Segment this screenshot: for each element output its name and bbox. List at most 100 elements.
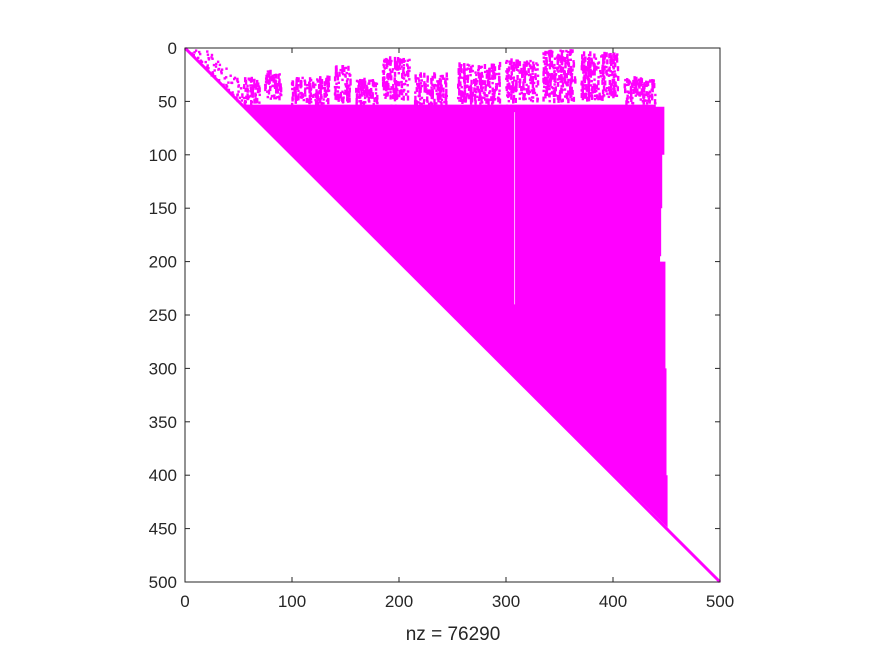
nonzero-point (393, 96, 397, 102)
nonzero-point (300, 93, 303, 99)
nonzero-point (345, 71, 348, 75)
nonzero-point (396, 57, 400, 63)
nonzero-point (641, 85, 645, 91)
nonzero-point (564, 62, 567, 68)
nonzero-point (645, 80, 648, 84)
nonzero-point (308, 101, 311, 105)
nonzero-point (491, 95, 495, 101)
nonzero-point (638, 94, 642, 97)
x-tick-label: 500 (706, 592, 734, 611)
nonzero-point (480, 80, 484, 86)
nonzero-point (376, 94, 379, 98)
nonzero-point (498, 65, 501, 71)
nonzero-point (527, 90, 530, 96)
nonzero-point (626, 90, 629, 93)
nonzero-point (520, 70, 524, 76)
nonzero-point (462, 92, 465, 98)
nonzero-point (589, 71, 592, 74)
nonzero-point (650, 95, 654, 101)
nonzero-point (506, 91, 510, 94)
nonzero-point (569, 70, 573, 76)
nonzero-point (586, 66, 590, 72)
nonzero-point (610, 83, 613, 86)
nonzero-point (218, 63, 222, 67)
nonzero-point (293, 86, 296, 92)
nonzero-point (487, 84, 491, 87)
nonzero-point (569, 81, 573, 85)
nonzero-point (515, 63, 518, 69)
nonzero-point (580, 62, 584, 66)
nonzero-point (389, 88, 392, 91)
nonzero-point (498, 78, 501, 84)
nonzero-point (339, 96, 342, 99)
nonzero-point (458, 67, 461, 71)
nonzero-point (306, 86, 309, 90)
nonzero-point (548, 80, 551, 83)
nonzero-point (198, 52, 202, 56)
nonzero-point (486, 81, 490, 87)
nonzero-point (363, 83, 366, 89)
nonzero-point (589, 65, 592, 69)
nonzero-point (497, 92, 501, 96)
nonzero-point (607, 86, 611, 92)
nonzero-point (589, 92, 592, 95)
nonzero-point (392, 83, 395, 89)
nonzero-point (430, 102, 434, 106)
nonzero-point (553, 57, 557, 60)
nonzero-point (473, 94, 477, 97)
nonzero-point (376, 97, 379, 100)
nonzero-point (210, 74, 213, 77)
nonzero-point (333, 76, 337, 82)
nonzero-point (325, 79, 328, 85)
nonzero-point (337, 96, 341, 99)
nonzero-point (442, 87, 445, 93)
nonzero-point (236, 99, 239, 103)
nonzero-point (524, 61, 528, 67)
nonzero-point (523, 61, 526, 64)
nonzero-point (599, 71, 602, 75)
nonzero-point (495, 84, 498, 90)
nonzero-point (415, 101, 419, 107)
nonzero-point (556, 94, 560, 100)
nonzero-point (435, 89, 438, 92)
nonzero-point (651, 83, 654, 89)
nonzero-point (642, 99, 645, 105)
nonzero-point (493, 88, 496, 94)
nonzero-point (609, 52, 612, 58)
nonzero-point (484, 86, 487, 92)
nonzero-point (278, 78, 281, 84)
nonzero-point (506, 83, 509, 86)
nonzero-point (420, 84, 424, 88)
nonzero-point (505, 61, 508, 64)
nonzero-point (437, 93, 440, 99)
nonzero-point (647, 97, 651, 101)
nonzero-point (249, 94, 252, 98)
nonzero-point (439, 97, 442, 100)
nonzero-point (390, 86, 393, 89)
nonzero-point (341, 90, 344, 93)
nonzero-point (295, 77, 299, 80)
nonzero-point (231, 91, 234, 94)
nonzero-point (479, 102, 482, 105)
nonzero-point (589, 68, 592, 72)
nonzero-point (225, 85, 229, 88)
nonzero-point (403, 88, 406, 92)
nonzero-point (204, 60, 207, 64)
nonzero-point (505, 77, 508, 81)
nonzero-point (423, 99, 426, 102)
nonzero-point (645, 84, 648, 88)
nonzero-point (608, 53, 611, 59)
nonzero-point (274, 96, 278, 100)
nonzero-point (553, 98, 556, 104)
nonzero-point (647, 99, 650, 103)
nonzero-point (640, 78, 644, 84)
nonzero-point (612, 67, 615, 70)
nonzero-point (318, 89, 321, 93)
nonzero-point (359, 99, 363, 105)
nonzero-point (597, 87, 600, 91)
nonzero-point (623, 88, 627, 94)
nonzero-point (385, 94, 388, 98)
nonzero-point (458, 99, 461, 102)
nonzero-point (383, 67, 386, 70)
nonzero-point (418, 102, 422, 105)
